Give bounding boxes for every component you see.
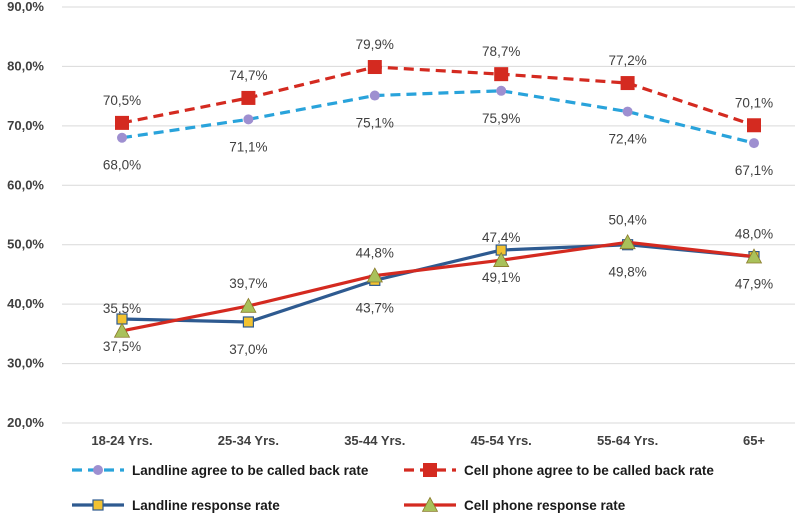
legend-item-cell-response[interactable]: Cell phone response rate — [404, 496, 626, 514]
landline-callback-point — [622, 106, 633, 117]
x-tick-label: 55-64 Yrs. — [597, 433, 658, 448]
data-labels: 68,0% 71,1% 75,1% 75,9% 72,4% 67,1% 70,5% 74,7%… — [103, 37, 773, 357]
landline-response-data-label: 43,7% — [356, 300, 394, 315]
cell-callback-point — [115, 115, 129, 130]
cell-callback-data-label: 78,7% — [482, 44, 520, 59]
cell-response-point — [366, 267, 383, 283]
landline-response-line — [121, 243, 755, 324]
y-tick-label: 90,0% — [7, 0, 44, 14]
legend-cell-callback-point — [423, 463, 437, 477]
legend-cell-response-point — [421, 496, 439, 512]
y-tick-label: 70,0% — [7, 118, 44, 133]
cell-response-point — [493, 251, 510, 267]
cell-callback-point — [620, 76, 635, 91]
cell-callback-line — [121, 65, 755, 127]
gridlines — [62, 6, 795, 424]
cell-response-data-label: 35,5% — [103, 301, 141, 316]
landline-callback-point — [749, 138, 759, 149]
cell-response-point — [113, 322, 131, 338]
cell-response-point — [619, 233, 636, 250]
landline-callback-point — [496, 85, 507, 96]
cell-response-data-label: 50,4% — [608, 212, 646, 227]
legend-landline-callback-point — [93, 465, 103, 475]
y-tick-label: 50,0% — [7, 237, 44, 252]
landline-response-point — [242, 316, 254, 328]
cell-callback-point — [367, 60, 382, 75]
x-axis-ticks: 18-24 Yrs. 25-34 Yrs. 35-44 Yrs. 45-54 Yrs.… — [91, 433, 765, 448]
cell-response-data-label: 44,8% — [356, 246, 394, 261]
landline-response-data-label: 49,1% — [482, 270, 520, 285]
x-tick-label: 65+ — [743, 433, 765, 448]
y-tick-label: 20,0% — [7, 415, 44, 430]
landline-response-data-label: 47,9% — [735, 277, 773, 292]
cell-callback-point — [747, 118, 761, 133]
landline-callback-point — [117, 132, 127, 143]
landline-callback-line — [121, 89, 755, 145]
cell-callback-data-label: 77,2% — [608, 53, 646, 68]
series-lines — [113, 60, 763, 338]
cell-callback-point — [494, 67, 509, 82]
legend-label: Landline agree to be called back rate — [132, 463, 369, 478]
legend-label: Cell phone response rate — [464, 498, 626, 513]
landline-callback-data-label: 75,9% — [482, 111, 520, 126]
legend-item-landline-response[interactable]: Landline response rate — [72, 498, 280, 513]
cell-response-point — [240, 297, 257, 313]
legend-item-landline-callback[interactable]: Landline agree to be called back rate — [72, 463, 369, 478]
landline-callback-data-label: 68,0% — [103, 158, 141, 173]
cell-callback-data-label: 74,7% — [229, 68, 267, 83]
landline-callback-data-label: 67,1% — [735, 163, 773, 178]
cell-callback-data-label: 70,1% — [735, 95, 773, 110]
x-tick-label: 45-54 Yrs. — [471, 433, 532, 448]
landline-callback-data-label: 71,1% — [229, 139, 267, 154]
cell-response-point — [745, 248, 763, 264]
y-tick-label: 80,0% — [7, 58, 44, 73]
y-tick-label: 40,0% — [7, 296, 44, 311]
cell-callback-data-label: 70,5% — [103, 93, 141, 108]
landline-callback-data-label: 75,1% — [356, 116, 394, 131]
landline-response-data-label: 37,5% — [103, 339, 141, 354]
landline-callback-point — [243, 114, 254, 125]
legend: Landline agree to be called back rate Cel… — [72, 463, 714, 513]
landline-response-data-label: 49,8% — [608, 265, 646, 280]
cell-callback-data-label: 79,9% — [356, 37, 394, 52]
cell-response-data-label: 47,4% — [482, 230, 520, 245]
cell-callback-point — [241, 90, 256, 105]
y-tick-label: 60,0% — [7, 177, 44, 192]
x-tick-label: 18-24 Yrs. — [91, 433, 152, 448]
y-axis-ticks: 20,0% 30,0% 40,0% 50,0% 60,0% 70,0% 80,0% 90,0% — [7, 0, 44, 430]
landline-callback-data-label: 72,4% — [608, 132, 646, 147]
legend-landline-response-point — [92, 499, 104, 511]
landline-callback-point — [369, 90, 380, 101]
x-tick-label: 25-34 Yrs. — [218, 433, 279, 448]
legend-label: Landline response rate — [132, 498, 280, 513]
y-tick-label: 30,0% — [7, 356, 44, 371]
x-tick-label: 35-44 Yrs. — [344, 433, 405, 448]
legend-item-cell-callback[interactable]: Cell phone agree to be called back rate — [404, 463, 714, 478]
cell-response-line — [121, 240, 755, 333]
landline-response-data-label: 37,0% — [229, 342, 267, 357]
cell-response-data-label: 39,7% — [229, 276, 267, 291]
legend-label: Cell phone agree to be called back rate — [464, 463, 714, 478]
cell-response-data-label: 48,0% — [735, 227, 773, 242]
